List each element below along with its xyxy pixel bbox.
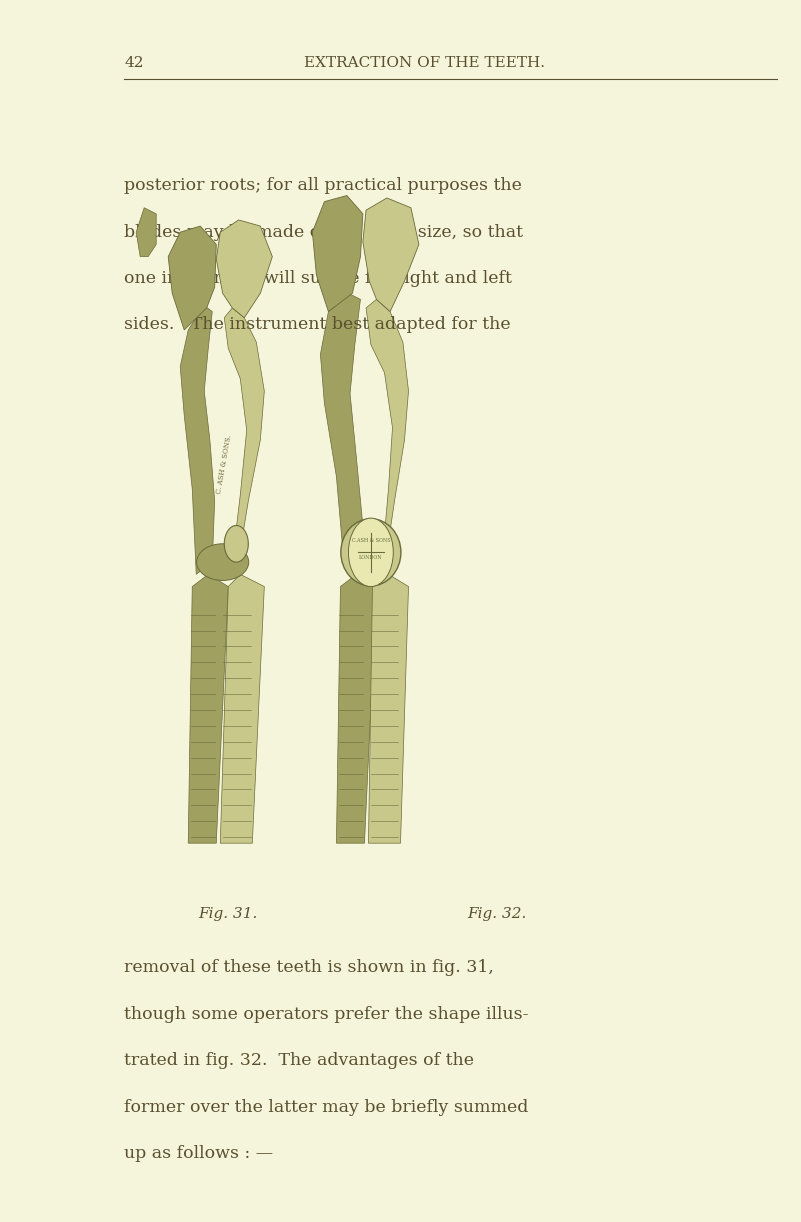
Polygon shape <box>224 308 264 574</box>
Circle shape <box>224 525 248 562</box>
Polygon shape <box>312 196 363 312</box>
Circle shape <box>348 518 393 587</box>
Text: C. ASH & SONS.: C. ASH & SONS. <box>215 434 233 495</box>
Text: removal of these teeth is shown in fig. 31,: removal of these teeth is shown in fig. … <box>124 959 494 976</box>
Polygon shape <box>188 574 228 843</box>
Text: former over the latter may be briefly summed: former over the latter may be briefly su… <box>124 1099 529 1116</box>
Polygon shape <box>368 574 409 843</box>
Text: though some operators prefer the shape illus-: though some operators prefer the shape i… <box>124 1006 529 1023</box>
Text: C.ASH & SONS: C.ASH & SONS <box>352 538 390 543</box>
Text: up as follows : —: up as follows : — <box>124 1145 273 1162</box>
Text: 42: 42 <box>124 56 143 70</box>
Ellipse shape <box>341 518 401 585</box>
Polygon shape <box>216 220 272 318</box>
Text: blades may be made of the same size, so that: blades may be made of the same size, so … <box>124 224 523 241</box>
Text: posterior roots; for all practical purposes the: posterior roots; for all practical purpo… <box>124 177 522 194</box>
Polygon shape <box>363 198 419 312</box>
Polygon shape <box>336 574 376 843</box>
Polygon shape <box>320 293 363 568</box>
Text: sides.   The instrument best adapted for the: sides. The instrument best adapted for t… <box>124 316 511 334</box>
Text: one instrument will suffice for right and left: one instrument will suffice for right an… <box>124 270 512 287</box>
Polygon shape <box>180 306 215 574</box>
Text: EXTRACTION OF THE TEETH.: EXTRACTION OF THE TEETH. <box>304 56 545 70</box>
Polygon shape <box>220 574 264 843</box>
Polygon shape <box>168 226 216 330</box>
Text: LONDON: LONDON <box>359 555 383 560</box>
Text: Fig. 31.: Fig. 31. <box>199 907 258 920</box>
Text: trated in fig. 32.  The advantages of the: trated in fig. 32. The advantages of the <box>124 1052 474 1069</box>
Polygon shape <box>136 208 156 257</box>
Polygon shape <box>366 299 409 568</box>
Ellipse shape <box>197 544 249 580</box>
Text: Fig. 32.: Fig. 32. <box>467 907 526 920</box>
